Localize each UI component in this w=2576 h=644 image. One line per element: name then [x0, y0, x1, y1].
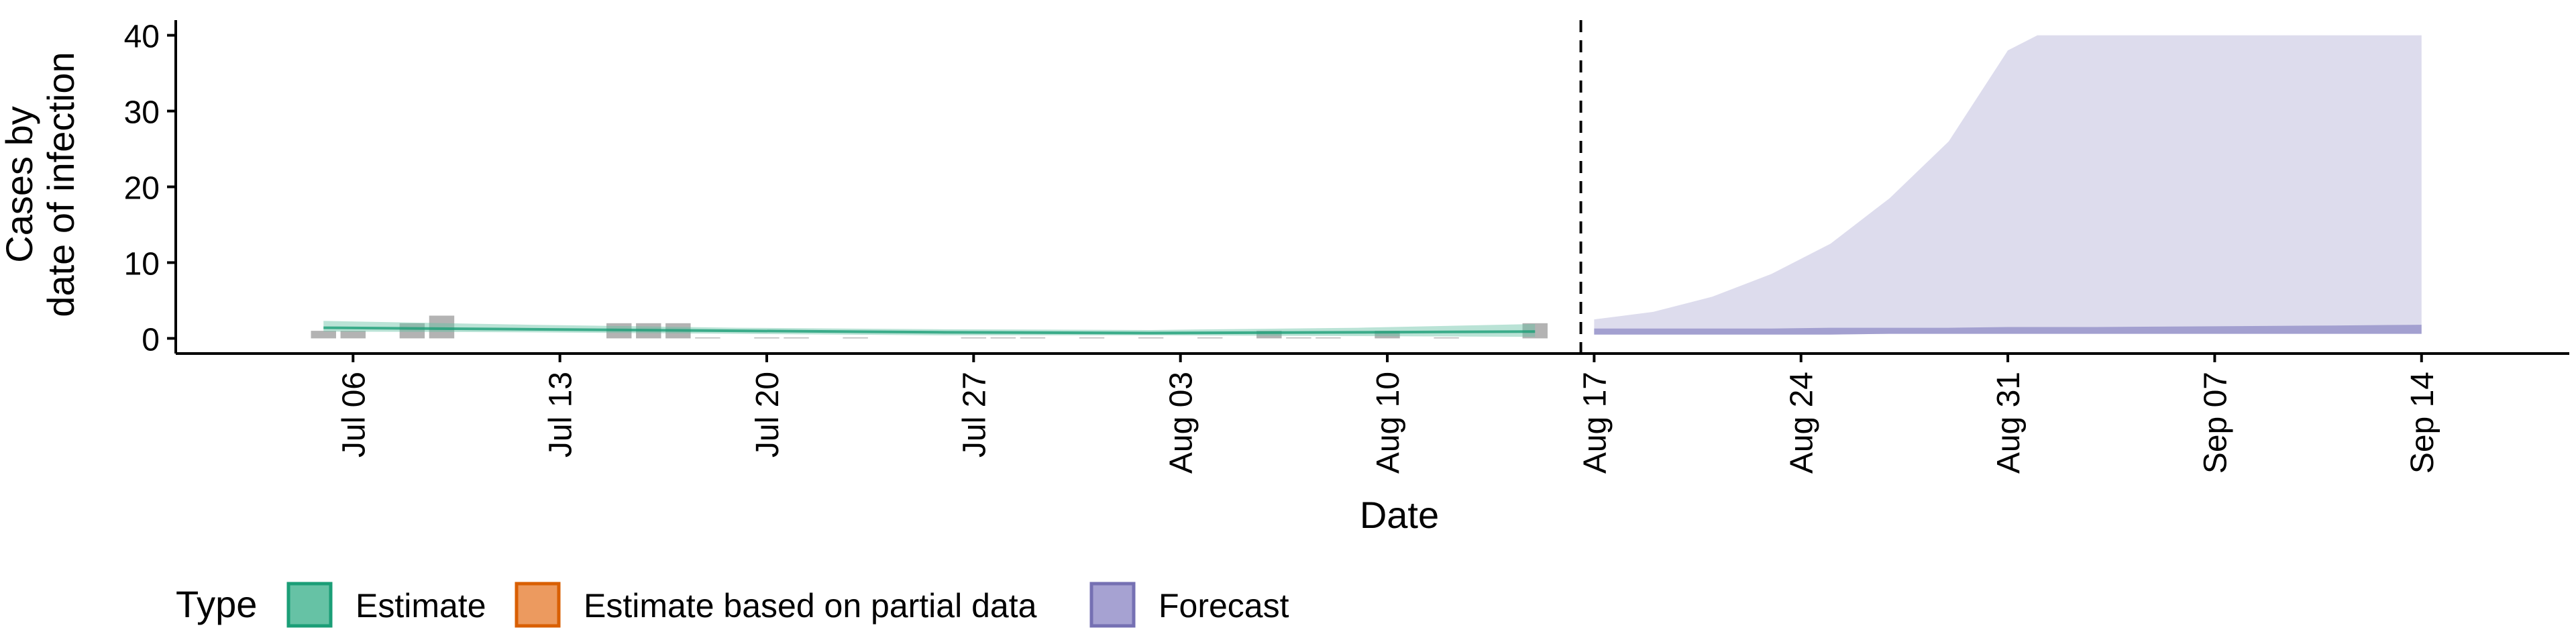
legend-key-2 [1089, 582, 1136, 628]
reported-case-bar [990, 337, 1016, 339]
reported-case-bar [1316, 337, 1341, 339]
legend-title: Type [176, 583, 257, 625]
legend-label: Forecast [1159, 587, 1289, 625]
reported-case-bar [784, 337, 809, 339]
plot-area [311, 20, 2422, 354]
reported-case-bar [1020, 337, 1046, 339]
estimate-median-line [323, 326, 1536, 335]
reported-case-bar [311, 331, 336, 339]
y-tick-label: 20 [124, 171, 160, 207]
x-axis: Jul 06 Jul 13 Jul 20 Jul 27 Aug 03 Aug 10 Aug … [336, 354, 2440, 474]
x-tick-label: Aug 31 [1991, 372, 2027, 474]
x-tick-label: Aug 17 [1577, 372, 1613, 474]
legend-key-1 [515, 582, 561, 628]
legend: Type Estimate Estimate based on partial da… [176, 582, 1289, 628]
reported-case-bar [1434, 337, 1459, 339]
reported-case-bar [1522, 323, 1548, 339]
reported-case-bar [399, 323, 425, 339]
y-axis-title-line: date of infection [40, 52, 82, 317]
reported-case-bar [695, 337, 720, 339]
x-axis-title: Date [1360, 494, 1439, 536]
y-axis-title: Cases bydate of infection [0, 52, 82, 317]
x-tick-label: Sep 07 [2198, 372, 2233, 474]
forecast-inner-ribbon [1594, 325, 2422, 335]
legend-label: Estimate [356, 587, 486, 625]
legend-key-0 [286, 582, 333, 628]
y-tick-label: 30 [124, 95, 160, 131]
x-tick-label: Jul 20 [750, 372, 786, 458]
reported-case-bar [1197, 337, 1223, 339]
forecast-outer-ribbon [1594, 35, 2422, 335]
y-tick-label: 10 [124, 246, 160, 282]
y-axis: 0 10 20 30 40 [124, 19, 176, 358]
legend-label: Estimate based on partial data [584, 587, 1037, 625]
x-tick-label: Aug 24 [1784, 372, 1820, 474]
y-axis-title-line: Cases by [0, 106, 40, 262]
y-tick-label: 40 [124, 19, 160, 55]
x-tick-label: Jul 27 [957, 372, 992, 458]
x-tick-label: Aug 03 [1164, 372, 1199, 474]
y-tick-label: 0 [142, 322, 160, 358]
reported-case-bar [754, 337, 780, 339]
reported-case-bar [843, 337, 868, 339]
reported-case-bar [429, 315, 455, 339]
x-tick-label: Jul 13 [543, 372, 579, 458]
reported-case-bar [1138, 337, 1164, 339]
reported-case-bar [1256, 331, 1282, 339]
reported-case-bar [1079, 337, 1105, 339]
reported-case-bar [961, 337, 987, 339]
reported-case-bar [340, 331, 366, 339]
x-tick-label: Jul 06 [336, 372, 372, 458]
x-tick-label: Sep 14 [2405, 372, 2440, 474]
reported-case-bar [1375, 331, 1400, 339]
reported-case-bar [1286, 337, 1311, 339]
x-tick-label: Aug 10 [1371, 372, 1406, 474]
